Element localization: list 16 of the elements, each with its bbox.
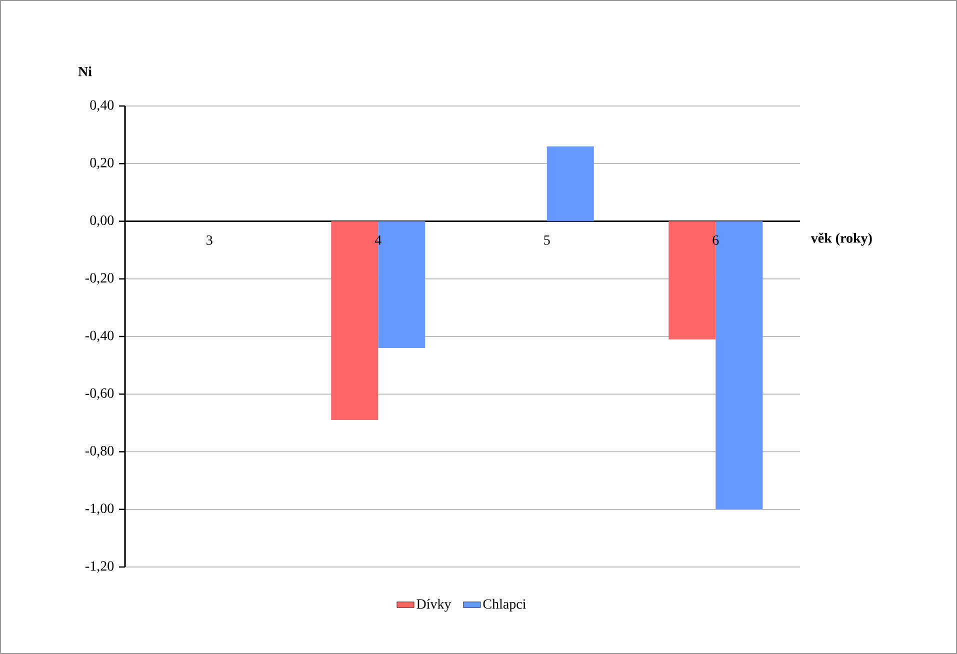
legend-label: Chlapci [483, 598, 526, 612]
y-tick-label: -0,80 [85, 446, 114, 458]
x-axis-title: věk (roky) [810, 232, 872, 246]
y-tick-label: -0,60 [85, 388, 114, 400]
y-tick-label: -1,20 [85, 561, 114, 573]
y-tick-label: 0,40 [90, 100, 114, 112]
y-tick-label: -1,00 [85, 504, 114, 516]
y-axis-title: Ni [78, 66, 92, 76]
x-tick-label: 5 [544, 235, 550, 245]
x-tick-label: 4 [374, 235, 382, 245]
legend-label: Dívky [416, 598, 452, 612]
y-tick-label: -0,20 [85, 273, 114, 285]
y-tick-label: -0,40 [85, 330, 114, 342]
y-tick-label: 0,20 [90, 158, 114, 170]
x-tick-label: 3 [206, 235, 212, 245]
y-tick-label: 0,00 [90, 216, 114, 227]
